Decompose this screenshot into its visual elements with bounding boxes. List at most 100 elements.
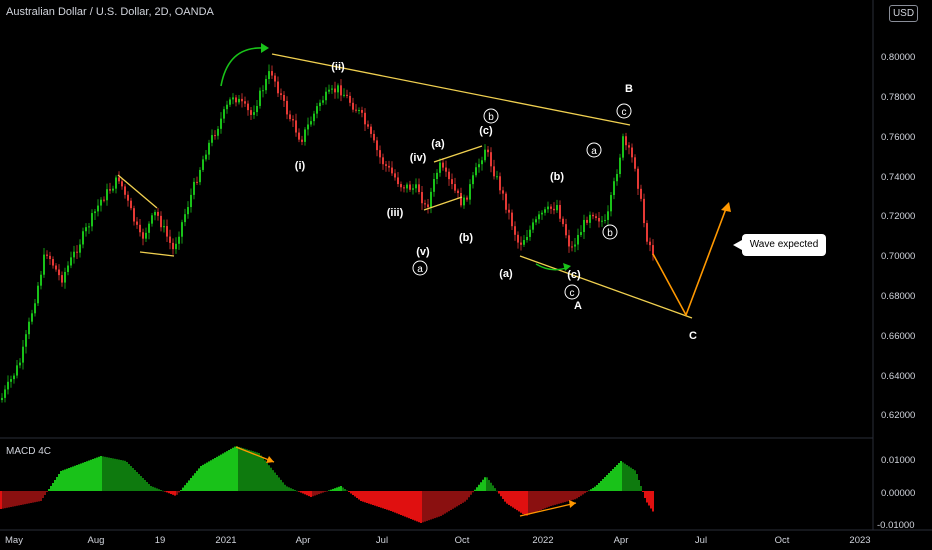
currency-badge[interactable]: USD [889,5,918,22]
macd-bar [300,491,302,493]
candle-body [148,223,150,233]
candle-body [52,259,54,266]
projection-path [652,202,731,317]
candle-body [379,150,381,158]
price-axis[interactable]: 0.80000 0.78000 0.76000 0.74000 0.72000 … [881,52,915,421]
wave-expected-callout[interactable]: Wave expected [733,234,826,256]
candle-body [127,194,129,201]
candle-body [37,285,39,304]
macd-bar [594,486,596,491]
candle-body [346,94,348,96]
candle-body [475,167,477,176]
macd-bar [474,489,476,491]
macd-bar [142,478,144,491]
time-tick: Jul [376,535,388,546]
macd-bar [460,491,462,504]
candle-body [547,206,549,210]
macd-bar [486,477,488,491]
candle-body [109,189,111,191]
macd-bar [164,491,166,492]
svg-text:b: b [488,112,494,123]
candle-body [484,149,486,161]
candle-body [499,176,501,191]
macd-bar [266,462,268,491]
candle-body [331,88,333,90]
macd-bar [16,491,18,506]
macd-bar [488,480,490,491]
macd-bar [56,477,58,491]
macd-bar [104,456,106,491]
time-tick: Apr [296,535,311,546]
macd-bar [626,465,628,491]
macd-bar [454,491,456,508]
candle-body [442,162,444,168]
macd-bar [250,450,252,491]
macd-bar [496,490,498,492]
candle-body [238,98,240,103]
circled-label-a-left: a [412,260,428,276]
candle-body [646,223,648,242]
candle-body [355,109,357,111]
candle-body [526,236,528,241]
macd-bar [358,491,360,500]
macd-bar [372,491,374,505]
candle-body [370,126,372,134]
channel-upper-line [433,145,483,163]
macd-bar [248,449,250,491]
candle-body [472,175,474,185]
candle-body [532,222,534,230]
macd-bar [214,458,216,491]
macd-bar [418,491,420,523]
macd-bar [74,465,76,491]
macd-bar [148,484,150,491]
candle-body [352,102,354,110]
candle-body [418,184,420,193]
macd-bar [576,491,578,499]
macd-bar [476,487,478,491]
green-small-arrow-head [563,263,571,271]
candle-body [181,222,183,237]
macd-bar [54,480,56,491]
macd-bar [584,491,586,494]
wave-label-b-minor-1: (b) [459,232,473,244]
time-tick: Apr [614,535,629,546]
candle-body [376,140,378,151]
candle-body [271,71,273,76]
candle-body [214,135,216,137]
time-tick: 2023 [849,535,870,546]
macd-axis[interactable]: 0.01000 0.00000 -0.01000 [877,455,915,531]
macd-bar [464,491,466,502]
candle-body [592,214,594,217]
macd-bar [522,491,524,515]
macd-bar [592,487,594,491]
macd-tick: -0.01000 [877,520,915,531]
macd-bar [620,461,622,491]
macd-bar [520,491,522,513]
macd-bar [492,485,494,491]
macd-bar [210,460,212,491]
macd-bar [38,491,40,502]
macd-bar [12,491,14,507]
macd-bar [170,491,172,494]
candle-body [13,375,15,380]
macd-bar [376,491,378,507]
macd-bar [470,491,472,495]
macd-bar [368,491,370,504]
candle-body [448,171,450,180]
macd-bar [382,491,384,509]
macd-bar [166,491,168,493]
macd-bar [212,459,214,491]
candle-body [124,186,126,195]
time-axis[interactable]: May Aug 19 2021 Apr Jul Oct 2022 Apr Jul… [5,535,871,546]
green-small-arrow [535,263,567,271]
macd-indicator-label[interactable]: MACD 4C [6,446,52,457]
macd-bar [512,491,514,508]
candle-body [49,255,51,260]
candle-body [112,188,114,191]
candle-body [610,195,612,212]
candle-body [67,265,69,272]
macd-bar [332,488,334,491]
macd-bar [424,491,426,522]
